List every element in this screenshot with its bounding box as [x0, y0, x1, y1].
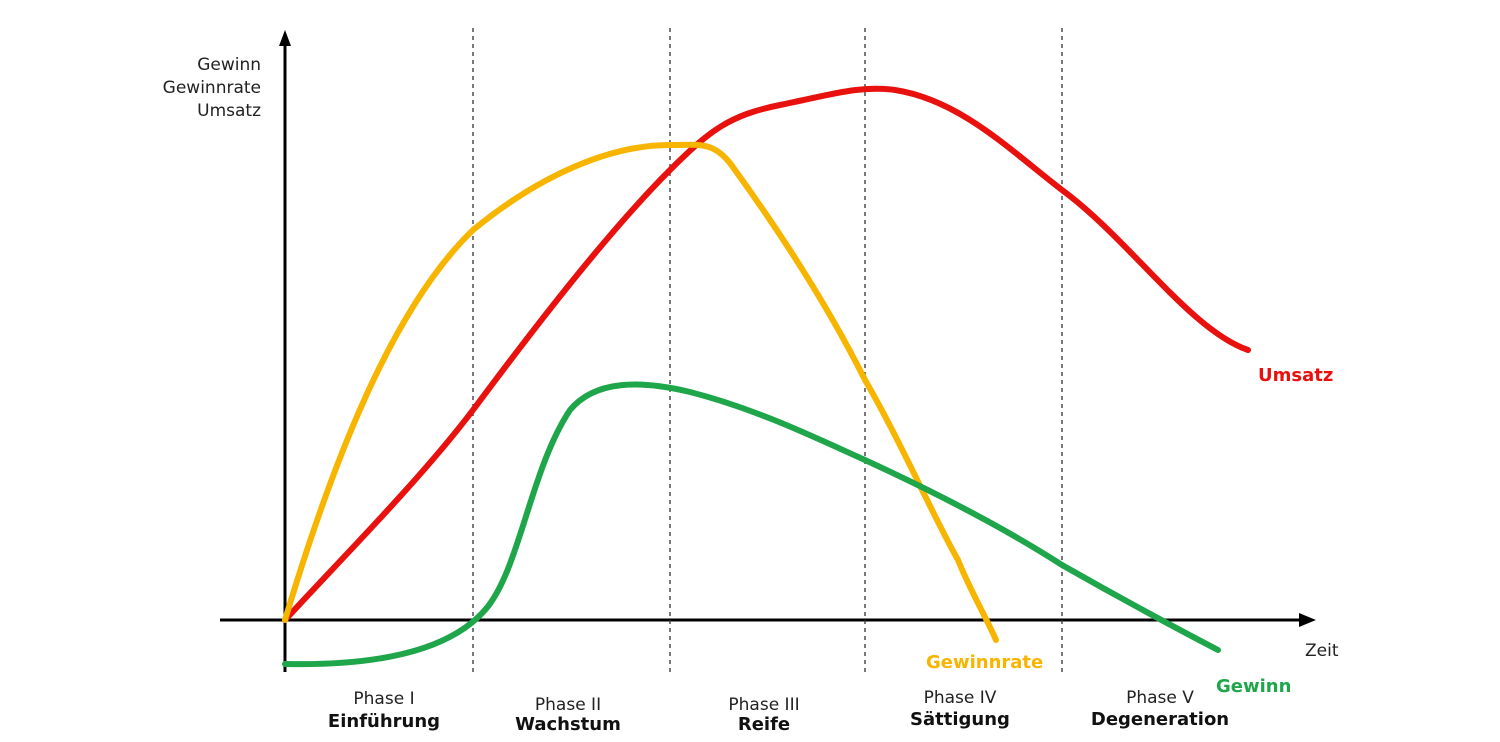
- axes: [220, 30, 1316, 672]
- phase-2-number: Phase II: [535, 695, 601, 715]
- x-axis-arrowhead: [1299, 613, 1316, 627]
- y-axis-labels: Gewinn Gewinnrate Umsatz: [163, 55, 261, 121]
- phase-5: Phase V Degeneration: [1091, 688, 1229, 730]
- y-label-umsatz: Umsatz: [197, 101, 261, 121]
- umsatz-label: Umsatz: [1258, 365, 1333, 386]
- phase-labels: Phase I Einführung Phase II Wachstum Pha…: [328, 688, 1229, 735]
- phase-1: Phase I Einführung: [328, 689, 440, 732]
- phase-1-name: Einführung: [328, 711, 440, 732]
- gewinn-label: Gewinn: [1216, 676, 1291, 697]
- gewinnrate-label: Gewinnrate: [926, 652, 1043, 673]
- phase-2-name: Wachstum: [515, 714, 621, 735]
- gewinn-curve: [282, 381, 1221, 668]
- phase-5-name: Degeneration: [1091, 709, 1229, 730]
- phase-3-name: Reife: [738, 714, 790, 735]
- x-axis-label: Zeit: [1305, 641, 1339, 661]
- curves: [282, 85, 1251, 668]
- y-label-gewinnrate: Gewinnrate: [163, 78, 261, 98]
- phase-3-number: Phase III: [728, 695, 799, 715]
- phase-1-number: Phase I: [353, 689, 414, 709]
- y-axis-arrowhead: [279, 30, 291, 46]
- phase-4: Phase IV Sättigung: [910, 688, 1010, 730]
- y-label-gewinn: Gewinn: [197, 55, 261, 75]
- gewinnrate-curve: [282, 141, 999, 643]
- phase-2: Phase II Wachstum: [515, 695, 621, 735]
- phase-4-number: Phase IV: [924, 688, 997, 708]
- umsatz-curve: [282, 85, 1251, 623]
- phase-4-name: Sättigung: [910, 709, 1010, 730]
- phase-5-number: Phase V: [1126, 688, 1194, 708]
- phase-3: Phase III Reife: [728, 695, 799, 735]
- curve-labels: Umsatz Gewinnrate Gewinn: [926, 365, 1333, 697]
